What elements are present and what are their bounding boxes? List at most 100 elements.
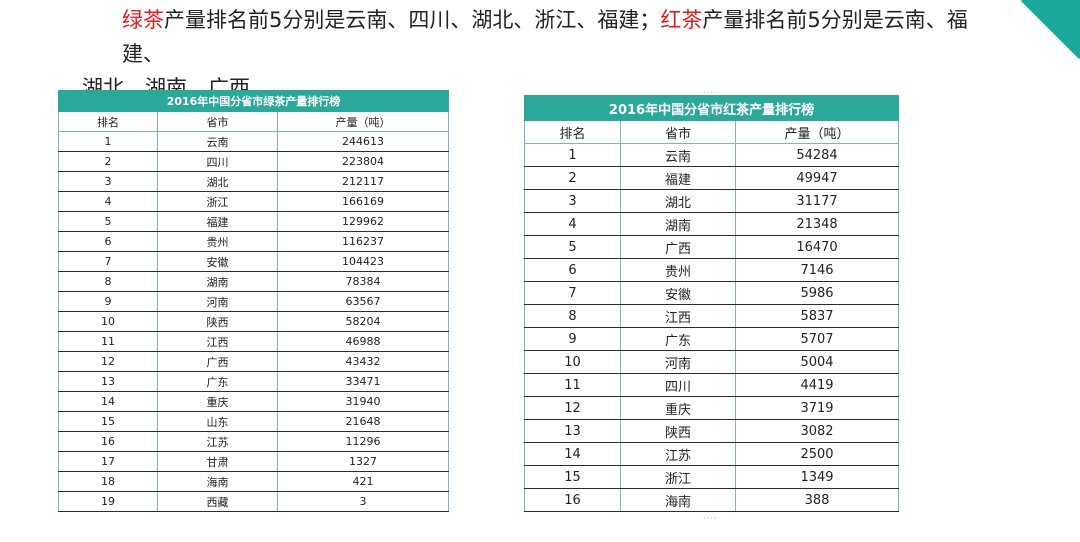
- cell-output: 1327: [276, 451, 450, 472]
- column-header-output: 产量（吨）: [734, 120, 900, 144]
- table-row: 16 江苏 11296: [58, 431, 450, 452]
- cell-rank: 14: [524, 442, 621, 466]
- column-header-province: 省市: [620, 120, 736, 144]
- table-row: 5 福建 129962: [58, 211, 450, 232]
- cell-output: 46988: [276, 331, 450, 352]
- cell-rank: 9: [524, 327, 621, 351]
- cell-output: 31940: [276, 391, 450, 412]
- table-row: 11 江西 46988: [58, 331, 450, 352]
- table-row: 2 四川 223804: [58, 151, 450, 172]
- cell-rank: 5: [524, 235, 621, 259]
- cell-province: 贵州: [620, 258, 736, 282]
- cell-rank: 11: [524, 373, 621, 397]
- cell-rank: 15: [524, 465, 621, 489]
- cell-province: 江西: [620, 304, 736, 328]
- table-title-row: 2016年中国分省市绿茶产量排行榜: [57, 90, 450, 112]
- cell-province: 广西: [157, 351, 278, 372]
- cell-rank: 10: [58, 311, 158, 332]
- cell-rank: 14: [58, 391, 158, 412]
- cell-rank: 11: [58, 331, 158, 352]
- table-row: 17 甘肃 1327: [58, 451, 450, 472]
- table-row: 2 福建 49947: [524, 166, 900, 190]
- cell-province: 四川: [157, 151, 278, 172]
- cell-output: 1349: [734, 465, 900, 489]
- cell-output: 5837: [734, 304, 900, 328]
- cell-output: 33471: [276, 371, 450, 392]
- cell-output: 31177: [734, 189, 900, 213]
- table-title-row: 2016年中国分省市红茶产量排行榜: [523, 95, 900, 121]
- cell-output: 421: [276, 471, 450, 492]
- cell-province: 陕西: [620, 419, 736, 443]
- table-row: 4 浙江 166169: [58, 191, 450, 212]
- table-row: 3 湖北 212117: [58, 171, 450, 192]
- table-row: 5 广西 16470: [524, 235, 900, 259]
- cell-rank: 10: [524, 350, 621, 374]
- red-tea-ranking-table: 2016年中国分省市红茶产量排行榜 排名 省市 产量（吨） 1 云南 54284 2 福…: [523, 95, 900, 512]
- cell-province: 广西: [620, 235, 736, 259]
- cell-output: 5986: [734, 281, 900, 305]
- cell-output: 54284: [734, 143, 900, 167]
- table-row: 12 广西 43432: [58, 351, 450, 372]
- green-tea-summary: 产量排名前5分别是云南、四川、湖北、浙江、福建；: [164, 8, 661, 32]
- cell-output: 3082: [734, 419, 900, 443]
- column-header-province: 省市: [157, 111, 278, 132]
- cell-province: 广东: [157, 371, 278, 392]
- table-header-row: 排名 省市 产量（吨）: [524, 120, 900, 144]
- cell-rank: 15: [58, 411, 158, 432]
- cell-rank: 5: [58, 211, 158, 232]
- cell-province: 福建: [157, 211, 278, 232]
- cell-rank: 12: [58, 351, 158, 372]
- table-row: 6 贵州 7146: [524, 258, 900, 282]
- cell-rank: 13: [524, 419, 621, 443]
- table-row: 10 河南 5004: [524, 350, 900, 374]
- cell-province: 湖北: [620, 189, 736, 213]
- table-row: 10 陕西 58204: [58, 311, 450, 332]
- column-header-rank: 排名: [524, 120, 621, 144]
- cell-province: 四川: [620, 373, 736, 397]
- cell-province: 陕西: [157, 311, 278, 332]
- cell-province: 安徽: [157, 251, 278, 272]
- table-row: 7 安徽 104423: [58, 251, 450, 272]
- cell-rank: 7: [524, 281, 621, 305]
- cell-province: 山东: [157, 411, 278, 432]
- cell-output: 4419: [734, 373, 900, 397]
- cell-province: 河南: [620, 350, 736, 374]
- cell-output: 116237: [276, 231, 450, 252]
- cell-rank: 2: [58, 151, 158, 172]
- cell-rank: 1: [58, 131, 158, 152]
- table-row: 8 江西 5837: [524, 304, 900, 328]
- cell-output: 21348: [734, 212, 900, 236]
- table-row: 13 陕西 3082: [524, 419, 900, 443]
- cell-province: 湖北: [157, 171, 278, 192]
- red-tea-summary-part1: 产量排名前5分别是云南、福建、: [122, 8, 968, 66]
- cell-output: 3: [276, 491, 450, 512]
- headline-text: 绿茶产量排名前5分别是云南、四川、湖北、浙江、福建；红茶产量排名前5分别是云南、…: [82, 3, 982, 105]
- table-row: 3 湖北 31177: [524, 189, 900, 213]
- cell-output: 78384: [276, 271, 450, 292]
- cell-province: 西藏: [157, 491, 278, 512]
- red-table-title: 2016年中国分省市红茶产量排行榜: [523, 95, 900, 121]
- cell-province: 重庆: [620, 396, 736, 420]
- cell-rank: 19: [58, 491, 158, 512]
- cell-province: 云南: [620, 143, 736, 167]
- cell-rank: 16: [524, 488, 621, 512]
- table-row: 7 安徽 5986: [524, 281, 900, 305]
- cell-rank: 8: [58, 271, 158, 292]
- table-row: 6 贵州 116237: [58, 231, 450, 252]
- cell-province: 河南: [157, 291, 278, 312]
- cell-province: 海南: [620, 488, 736, 512]
- cell-output: 43432: [276, 351, 450, 372]
- cell-province: 浙江: [620, 465, 736, 489]
- table-row: 15 山东 21648: [58, 411, 450, 432]
- cell-output: 58204: [276, 311, 450, 332]
- table-header-row: 排名 省市 产量（吨）: [58, 111, 450, 132]
- cell-province: 安徽: [620, 281, 736, 305]
- table-row: 13 广东 33471: [58, 371, 450, 392]
- cell-output: 5004: [734, 350, 900, 374]
- cell-rank: 6: [524, 258, 621, 282]
- cell-output: 129962: [276, 211, 450, 232]
- cell-output: 7146: [734, 258, 900, 282]
- cell-rank: 1: [524, 143, 621, 167]
- cell-rank: 3: [58, 171, 158, 192]
- cell-province: 江西: [157, 331, 278, 352]
